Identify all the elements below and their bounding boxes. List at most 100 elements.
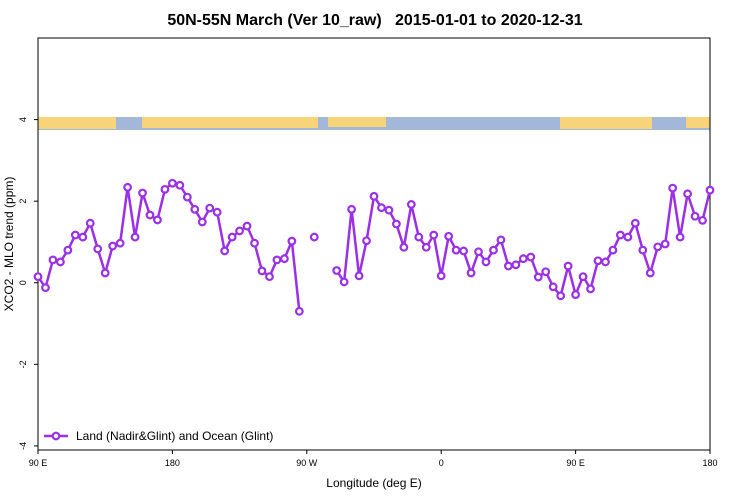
data-point — [145, 210, 155, 220]
data-point — [623, 232, 633, 242]
data-point — [675, 232, 685, 242]
data-point — [212, 207, 222, 217]
x-axis-label: Longitude (deg E) — [326, 476, 421, 490]
data-point — [272, 255, 282, 265]
y-tick-label: 0 — [18, 280, 28, 285]
data-point — [541, 267, 551, 277]
map-strip — [38, 117, 710, 130]
x-tick-label: 180 — [165, 458, 180, 468]
data-point — [392, 219, 401, 229]
data-point — [280, 254, 289, 264]
data-point — [489, 245, 498, 255]
data-point — [638, 245, 648, 255]
data-point — [429, 230, 439, 240]
data-point — [138, 188, 147, 198]
data-point — [41, 283, 50, 293]
data-point — [414, 232, 424, 242]
data-point — [123, 182, 132, 192]
data-point — [108, 241, 118, 251]
data-point — [190, 204, 200, 214]
data-point — [309, 232, 319, 242]
data-point — [466, 268, 476, 278]
data-point — [78, 232, 88, 242]
x-tick-label: 90 W — [296, 458, 318, 468]
data-point — [85, 218, 95, 228]
data-point — [616, 230, 625, 240]
data-point — [653, 242, 663, 252]
data-point — [33, 272, 43, 282]
data-point — [444, 231, 454, 241]
data-point — [332, 266, 342, 275]
data-point — [100, 268, 110, 278]
data-point — [436, 271, 446, 281]
data-point — [548, 282, 558, 292]
x-tick-label: 180 — [702, 458, 717, 468]
data-point — [56, 257, 65, 267]
data-point — [339, 277, 349, 287]
data-point — [362, 236, 371, 246]
data-point — [294, 306, 304, 316]
data-point — [481, 257, 491, 267]
data-point — [601, 257, 610, 267]
data-point — [593, 256, 603, 266]
data-point — [399, 242, 409, 252]
data-point — [556, 291, 566, 301]
y-axis-label: XCO2 - MLO trend (ppm) — [2, 177, 16, 312]
data-point — [182, 192, 192, 202]
x-tick-label: 0 — [439, 458, 444, 468]
data-point — [645, 268, 655, 278]
data-point — [377, 203, 386, 213]
data-point — [197, 217, 207, 227]
data-point — [115, 238, 125, 248]
legend-label: Land (Nadir&Glint) and Ocean (Glint) — [76, 429, 273, 443]
data-point — [571, 290, 580, 299]
data-point — [153, 215, 162, 225]
data-point — [586, 284, 595, 294]
data-point — [504, 261, 513, 271]
x-tick-label: 90 E — [566, 458, 585, 468]
data-point — [347, 204, 357, 214]
data-point — [630, 218, 640, 228]
data-point — [668, 183, 678, 193]
data-point — [608, 245, 618, 255]
data-point — [242, 221, 252, 231]
y-tick-label: -4 — [18, 442, 28, 450]
data-point — [683, 189, 692, 199]
legend-marker — [51, 431, 61, 441]
data-point — [205, 203, 215, 213]
chart-title: 50N-55N March (Ver 10_raw) 2015-01-01 to… — [167, 12, 582, 29]
data-point — [160, 184, 170, 194]
data-point — [474, 247, 483, 257]
data-point — [421, 242, 431, 252]
data-point — [93, 244, 103, 254]
data-point — [354, 271, 364, 281]
data-point — [48, 255, 58, 265]
data-point — [451, 245, 461, 255]
y-tick-label: -2 — [18, 360, 28, 368]
data-point — [518, 254, 528, 264]
data-point — [250, 238, 259, 248]
data-point — [175, 180, 185, 190]
data-point — [563, 261, 573, 271]
plot-frame — [37, 37, 711, 451]
data-point — [287, 236, 297, 246]
data-point — [70, 230, 80, 240]
data-point — [406, 200, 416, 209]
data-point — [705, 185, 715, 195]
data-point — [660, 239, 670, 249]
data-point — [578, 272, 588, 282]
data-point — [265, 272, 274, 282]
data-point — [220, 246, 230, 256]
data-point — [690, 211, 700, 221]
data-point — [496, 235, 506, 245]
y-tick-label: 2 — [18, 199, 28, 204]
data-point — [130, 232, 140, 242]
y-tick-label: 4 — [18, 117, 28, 122]
data-point — [526, 252, 536, 262]
data-point — [257, 266, 267, 276]
data-point — [459, 246, 469, 256]
data-point — [227, 232, 237, 242]
series-line — [36, 181, 712, 312]
